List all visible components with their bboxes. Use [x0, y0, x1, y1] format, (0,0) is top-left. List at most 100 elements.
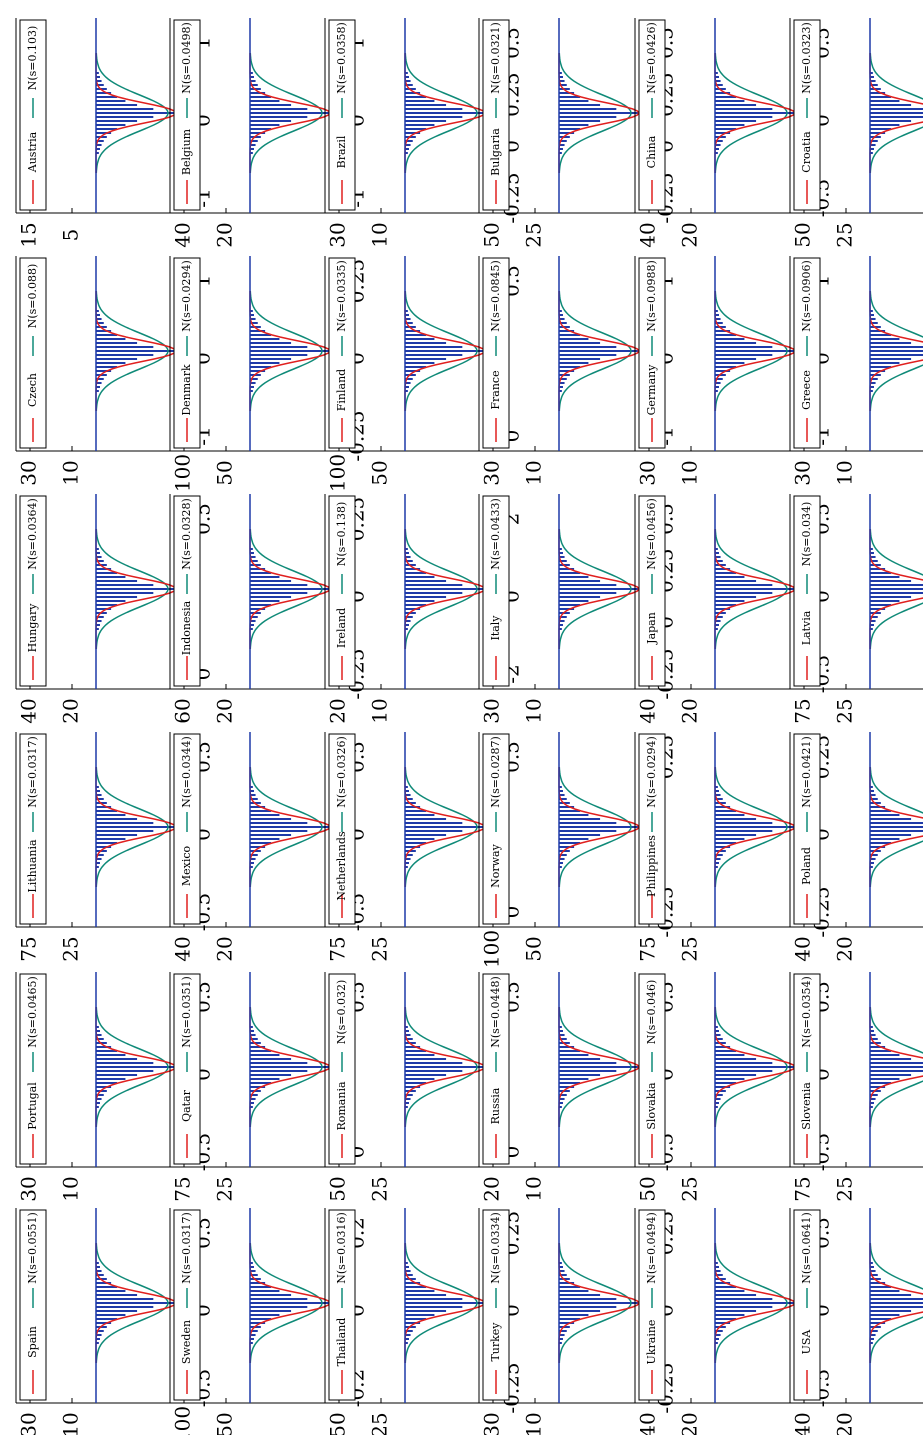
histogram-series [250, 1026, 330, 1108]
y-tick-label: 25 [833, 1176, 857, 1201]
legend-label-normal: N(s=0.0354) [800, 976, 813, 1048]
normal-series-line [558, 1006, 632, 1128]
y-tick-label: 20 [833, 936, 857, 961]
legend-label-empirical: China [645, 135, 658, 168]
legend-label-normal: N(s=0.0456) [645, 498, 658, 570]
legend-label-normal: N(s=0.0326) [335, 736, 348, 808]
normal-series-line [95, 290, 169, 412]
y-tick-label: 100 [171, 1406, 195, 1435]
normal-series-line [404, 52, 478, 174]
normal-series-line [404, 766, 478, 888]
histogram-series [559, 72, 639, 154]
histogram-series [96, 1262, 176, 1344]
legend-label-empirical: Slovakia [645, 1082, 658, 1130]
y-tick-label: 20 [59, 698, 83, 723]
legend-label-empirical: Romania [335, 1081, 348, 1130]
histogram-series [405, 72, 485, 154]
y-tick-label: 40 [791, 1412, 815, 1435]
normal-series-line [714, 1242, 788, 1364]
histogram-series [250, 548, 330, 630]
legend-label-empirical: Belgium [180, 128, 193, 175]
y-tick-label: 30 [326, 222, 350, 247]
y-tick-label: 20 [326, 698, 350, 723]
legend-label-normal: N(s=0.0351) [180, 976, 193, 1048]
histogram-series [250, 310, 330, 392]
legend-label-normal: N(s=0.0465) [26, 976, 39, 1048]
histogram-series [96, 548, 176, 630]
y-tick-label: 5 [59, 229, 83, 242]
normal-series-line [249, 52, 323, 174]
legend-label-normal: N(s=0.0294) [180, 260, 193, 332]
normal-series-line [95, 528, 169, 650]
histogram-series [870, 786, 923, 868]
y-tick-label: 25 [213, 1176, 237, 1201]
normal-series-line [404, 528, 478, 650]
y-tick-label: 100 [326, 454, 350, 492]
histogram-series [870, 1026, 923, 1108]
y-tick-label: 25 [833, 698, 857, 723]
legend-label-normal: N(s=0.0334) [489, 1212, 502, 1284]
legend-label-empirical: Netherlands [335, 831, 348, 901]
legend-label-normal: N(s=0.034) [800, 502, 813, 567]
normal-series-line [558, 528, 632, 650]
y-tick-label: 30 [480, 460, 504, 485]
y-tick-label: 20 [213, 222, 237, 247]
legend-label-empirical: Turkey [489, 1322, 502, 1362]
y-tick-label: 40 [636, 1412, 660, 1435]
legend-label-empirical: Norway [489, 843, 502, 887]
normal-series-line [869, 52, 923, 174]
y-tick-label: 100 [480, 930, 504, 968]
y-tick-label: 40 [171, 222, 195, 247]
y-tick-label: 50 [368, 460, 392, 485]
y-tick-label: 40 [17, 698, 41, 723]
legend-label-empirical: USA [800, 1329, 813, 1355]
y-tick-label: 25 [678, 936, 702, 961]
normal-series-line [249, 766, 323, 888]
y-tick-label: 20 [833, 1412, 857, 1435]
normal-series-line [249, 1242, 323, 1364]
y-tick-label: 10 [522, 1412, 546, 1435]
y-tick-label: 50 [480, 222, 504, 247]
y-tick-label: 25 [368, 936, 392, 961]
legend-label-normal: N(s=0.0641) [800, 1212, 813, 1284]
y-tick-label: 40 [636, 698, 660, 723]
legend-label-empirical: Lithuania [26, 839, 39, 893]
y-tick-label: 30 [17, 1176, 41, 1201]
histogram-series [559, 310, 639, 392]
normal-series-line [714, 52, 788, 174]
y-tick-label: 20 [480, 1176, 504, 1201]
legend-label-normal: N(s=0.0344) [180, 736, 193, 808]
legend-label-empirical: Greece [800, 370, 813, 410]
legend-label-normal: N(s=0.032) [335, 980, 348, 1045]
legend-label-empirical: Bulgaria [489, 128, 502, 176]
y-tick-label: 75 [791, 698, 815, 723]
y-tick-label: 50 [791, 222, 815, 247]
normal-series-line [404, 1242, 478, 1364]
histogram-series [715, 310, 795, 392]
y-tick-label: 50 [213, 1412, 237, 1435]
legend-label-empirical: Spain [26, 1326, 39, 1358]
histogram-series [96, 786, 176, 868]
histogram-series [96, 72, 176, 154]
legend-label-empirical: Portugal [26, 1082, 39, 1130]
normal-series-line [249, 528, 323, 650]
legend-label-normal: N(s=0.103) [26, 26, 39, 91]
y-tick-label: 10 [833, 460, 857, 485]
legend-label-empirical: Philippines [645, 835, 658, 897]
y-tick-label: 25 [368, 1176, 392, 1201]
legend-label-empirical: Ireland [335, 608, 348, 648]
legend-label-normal: N(s=0.0448) [489, 976, 502, 1048]
legend-label-normal: N(s=0.0364) [26, 498, 39, 570]
